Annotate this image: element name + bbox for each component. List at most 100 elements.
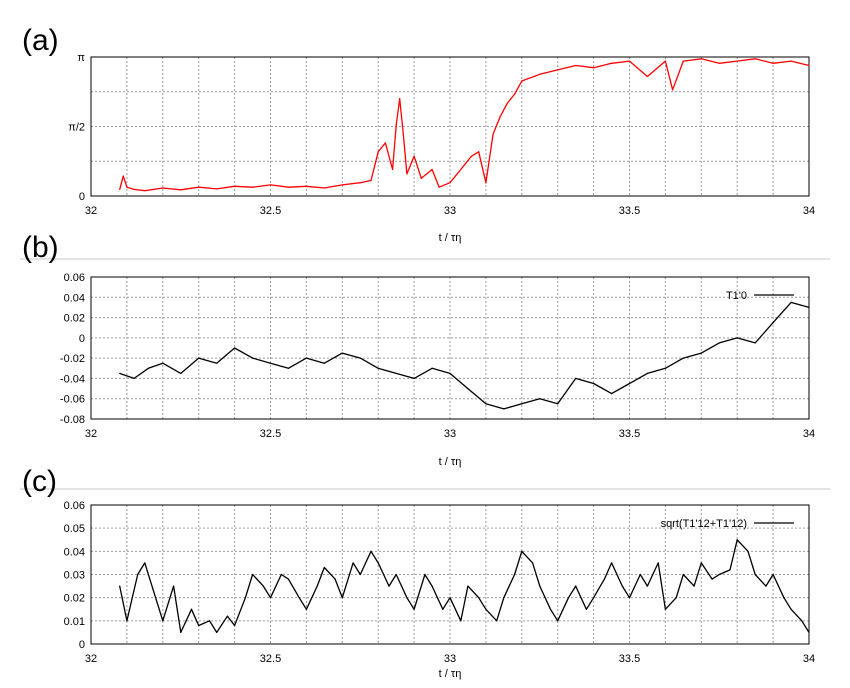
data-point xyxy=(496,620,498,622)
data-point xyxy=(162,187,164,189)
data-point xyxy=(251,186,254,188)
data-point xyxy=(575,64,577,67)
data-point xyxy=(610,562,613,564)
data-point xyxy=(754,573,756,576)
data-point xyxy=(305,608,307,610)
data-point xyxy=(269,184,272,186)
x-tick-label: 32.5 xyxy=(260,205,281,217)
y-tick-label: 0.03 xyxy=(64,570,85,582)
series-line xyxy=(119,301,810,410)
panel-a-label: (a) xyxy=(22,24,59,57)
data-point xyxy=(287,186,290,188)
data-point xyxy=(399,98,401,100)
data-point xyxy=(352,562,354,564)
data-point xyxy=(449,597,451,599)
y-tick-label: 0.06 xyxy=(64,272,85,284)
series-line xyxy=(119,58,810,192)
data-point xyxy=(323,566,325,569)
data-point xyxy=(808,306,810,309)
plot-frame xyxy=(90,504,810,645)
data-point xyxy=(180,189,182,191)
x-axis-label: t / τη xyxy=(439,668,462,680)
data-point xyxy=(610,62,613,64)
data-point xyxy=(700,562,702,564)
data-point xyxy=(438,186,440,188)
data-point xyxy=(593,597,595,599)
data-point xyxy=(557,620,559,622)
data-point xyxy=(790,301,792,303)
x-tick-label: 32 xyxy=(85,205,97,217)
y-tick-label: -0.04 xyxy=(60,373,85,385)
data-point xyxy=(585,608,588,610)
data-point xyxy=(431,585,433,587)
data-point xyxy=(772,62,774,64)
plot-frame xyxy=(90,276,810,420)
data-point xyxy=(747,550,749,552)
data-point xyxy=(682,573,684,576)
y-tick-label: 0 xyxy=(79,639,85,651)
data-point xyxy=(172,585,175,587)
data-point xyxy=(772,322,774,324)
data-point xyxy=(801,620,803,622)
data-point xyxy=(657,562,659,564)
x-tick-label: 33 xyxy=(444,205,456,217)
x-tick-label: 33 xyxy=(444,428,456,440)
y-tick-label: -0.02 xyxy=(60,353,85,365)
data-point xyxy=(162,620,164,622)
data-point xyxy=(370,550,372,552)
data-point xyxy=(639,573,641,576)
data-point xyxy=(316,585,318,587)
data-point xyxy=(736,539,738,541)
data-point xyxy=(119,188,121,190)
data-point xyxy=(305,185,307,187)
data-point xyxy=(449,372,451,374)
data-point xyxy=(147,367,150,369)
data-point xyxy=(119,372,121,374)
data-point xyxy=(280,573,282,576)
data-point xyxy=(700,58,702,60)
series-line xyxy=(119,539,810,634)
y-tick-label: 0.05 xyxy=(64,523,85,535)
data-point xyxy=(557,69,559,71)
data-point xyxy=(682,357,684,359)
data-point xyxy=(162,362,164,364)
data-point xyxy=(593,382,595,385)
data-point xyxy=(431,168,433,171)
data-point xyxy=(485,403,487,405)
data-point xyxy=(180,631,182,634)
y-tick-label: 0.01 xyxy=(64,616,85,628)
data-point xyxy=(628,60,631,62)
data-point xyxy=(198,624,200,627)
data-point xyxy=(610,393,613,395)
data-point xyxy=(377,151,379,153)
data-point xyxy=(754,58,756,60)
data-point xyxy=(485,608,487,610)
data-point xyxy=(341,597,343,599)
data-point xyxy=(359,182,361,184)
data-point xyxy=(646,585,649,587)
data-point xyxy=(406,597,408,599)
data-point xyxy=(693,585,695,587)
data-point xyxy=(514,93,516,95)
data-point xyxy=(234,347,236,349)
data-point xyxy=(628,382,631,385)
x-tick-label: 33.5 xyxy=(619,428,640,440)
data-point xyxy=(506,102,509,104)
data-point xyxy=(305,357,307,359)
data-point xyxy=(244,597,246,599)
data-point xyxy=(341,184,343,186)
data-point xyxy=(395,372,397,374)
data-point xyxy=(539,398,541,400)
x-tick-label: 34 xyxy=(803,653,815,665)
y-tick-label: 0.02 xyxy=(64,313,85,325)
data-point xyxy=(359,357,361,359)
data-point xyxy=(503,597,505,599)
data-point xyxy=(808,64,810,67)
data-point xyxy=(384,142,386,144)
data-point xyxy=(198,186,200,188)
legend-label: T1'0 xyxy=(726,290,747,302)
x-tick-label: 33 xyxy=(444,653,456,665)
data-point xyxy=(298,597,300,599)
plot-frame xyxy=(90,56,810,197)
